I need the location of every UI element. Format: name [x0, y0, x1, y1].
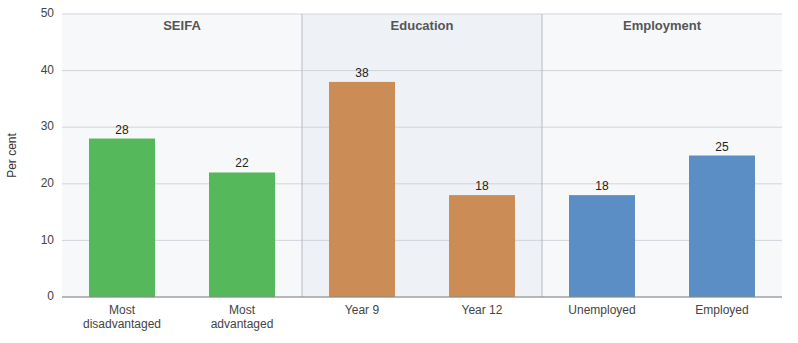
x-tick-label-line: Year 9 [345, 303, 380, 317]
x-tick-labels: MostdisadvantagedMostadvantagedYear 9Yea… [83, 303, 749, 331]
bars [89, 82, 755, 297]
group-background [542, 14, 782, 297]
group-label: Education [391, 18, 454, 33]
x-tick-label-line: advantaged [211, 317, 274, 331]
y-axis-label: Per cent [5, 132, 19, 177]
x-tick-label-line: Most [109, 303, 136, 317]
y-tick-label: 10 [41, 233, 55, 247]
group-label: Employment [623, 18, 702, 33]
x-tick-label: Year 9 [345, 303, 380, 317]
y-tick-labels: 0 10 20 30 40 50 [41, 6, 55, 303]
group-labels: SEIFA Education Employment [163, 18, 701, 33]
group-background [62, 14, 302, 297]
y-tick-label: 0 [47, 289, 54, 303]
x-tick-label-line: Year 12 [462, 303, 503, 317]
x-tick-label: Unemployed [568, 303, 635, 317]
x-tick-label: Mostadvantaged [211, 303, 274, 331]
grid-line [62, 70, 782, 71]
y-tick-label: 30 [41, 119, 55, 133]
y-tick-label: 20 [41, 176, 55, 190]
grid-line [62, 14, 782, 15]
bar [689, 156, 755, 298]
data-label: 18 [595, 179, 609, 193]
group-divider [542, 14, 543, 297]
data-label: 28 [115, 123, 129, 137]
chart-container: 0 10 20 30 40 50 28 22 38 18 18 25 SEIFA Education Emp… [0, 0, 798, 343]
group-divider [302, 14, 303, 297]
grid-line [62, 127, 782, 128]
data-label: 38 [355, 66, 369, 80]
data-label: 18 [475, 179, 489, 193]
bar [209, 172, 275, 297]
grid-line [62, 183, 782, 184]
data-labels: 28 22 38 18 18 25 [115, 66, 729, 193]
x-tick-label-line: Most [229, 303, 256, 317]
y-grid [62, 14, 782, 297]
x-tick-label: Year 12 [462, 303, 503, 317]
data-label: 22 [235, 156, 249, 170]
y-tick-label: 50 [41, 6, 55, 20]
group-label: SEIFA [163, 18, 201, 33]
x-axis-line [62, 297, 782, 298]
group-background [302, 14, 542, 297]
chart: 0 10 20 30 40 50 28 22 38 18 18 25 SEIFA Education Emp… [0, 0, 798, 343]
x-tick-label: Mostdisadvantaged [83, 303, 161, 331]
grid-line [62, 297, 782, 298]
x-tick-label-line: Employed [695, 303, 748, 317]
x-tick-label: Employed [695, 303, 748, 317]
bar [89, 139, 155, 297]
bar [569, 195, 635, 297]
group-backgrounds [62, 14, 782, 297]
data-label: 25 [715, 140, 729, 154]
x-tick-label-line: disadvantaged [83, 317, 161, 331]
grid-line [62, 240, 782, 241]
group-dividers [302, 14, 542, 297]
bar [329, 82, 395, 297]
bar [449, 195, 515, 297]
x-tick-label-line: Unemployed [568, 303, 635, 317]
y-tick-label: 40 [41, 63, 55, 77]
